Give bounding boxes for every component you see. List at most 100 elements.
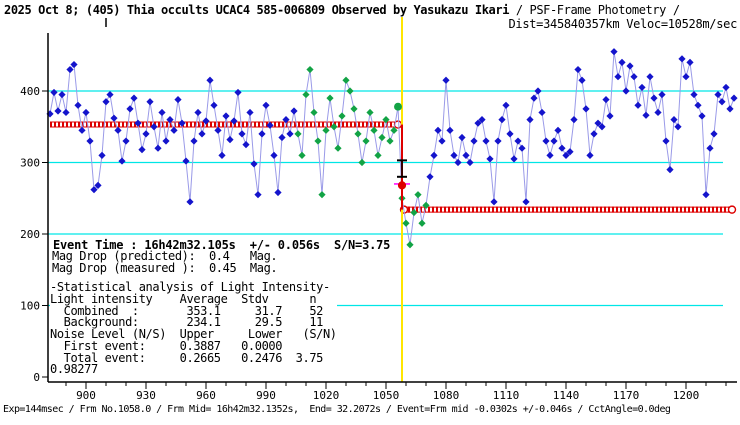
data-point [726,105,734,113]
x-tick-label: 1170 [613,389,640,402]
data-point [70,60,78,69]
data-point [526,116,534,124]
data-point [494,137,502,145]
x-tick-label: 1200 [673,389,700,402]
data-point [530,94,538,102]
data-point [678,55,686,63]
data-point [670,116,678,124]
data-point [654,108,662,117]
data-point [106,90,114,99]
data-point [454,158,462,167]
data-point-event [310,108,318,117]
y-tick-label: 0 [33,371,40,384]
data-point-event [358,158,366,167]
y-tick-label: 300 [20,157,40,170]
data-point [202,117,210,125]
data-point [702,191,710,199]
data-point [606,112,614,120]
data-point [562,151,570,159]
data-point-event [370,126,378,134]
data-point-event [302,90,310,99]
data-point [622,87,630,95]
data-point [98,151,106,159]
x-tick-label: 900 [76,389,96,402]
data-point [438,137,446,145]
data-point-event [354,130,362,138]
title-main: 2025 Oct 8; (405) Thia occults UCAC4 585… [4,3,510,17]
data-point [710,130,718,138]
data-point [238,130,246,138]
data-point [694,101,702,109]
statistical-analysis-table: -Statistical analysis of Light Intensity… [50,280,337,377]
data-point [546,151,554,159]
distance-velocity-readout: Dist=345840357km Veloc=10528m/sec [508,17,737,31]
data-point-event [362,137,370,145]
data-point [718,98,726,106]
data-point [682,73,690,81]
data-point-event [326,94,334,102]
data-point [154,144,162,152]
data-point [434,126,442,134]
data-point [578,76,586,84]
data-point [602,95,610,104]
data-point [86,137,94,145]
data-point [246,108,254,117]
data-point [94,181,102,189]
data-point-event [414,191,422,199]
data-point-event [314,137,322,145]
data-point [490,198,498,206]
y-tick-label: 100 [20,300,40,313]
data-point [182,157,190,165]
event-marker-circle [397,181,407,190]
data-point-event [342,76,350,84]
data-point [662,137,670,145]
data-point [510,155,518,163]
data-point [58,90,66,99]
data-point [266,121,274,129]
data-point [278,133,286,142]
data-point [158,108,166,117]
data-point [226,136,234,144]
data-point [102,98,110,106]
data-point [642,111,650,119]
data-point [66,65,74,74]
x-tick-label: 960 [196,389,216,402]
data-point [558,144,566,152]
data-point [482,137,490,145]
background-average-line-end-circle [727,205,737,214]
data-point [242,141,250,149]
data-point [722,83,730,92]
data-point [466,158,474,167]
x-tick-label: 990 [256,389,276,402]
data-point [638,83,646,92]
x-tick-label: 1080 [433,389,460,402]
data-point [646,73,654,81]
x-tick-label: 1020 [313,389,340,402]
data-point [666,166,674,174]
data-point [542,137,550,145]
data-point [210,101,218,109]
data-point [426,173,434,181]
data-point [162,137,170,145]
data-point [730,94,738,102]
data-point [674,123,682,131]
data-point-event [418,219,426,227]
data-point-event [338,112,346,120]
frame-info-statusline: Exp=144msec / Frm No.1058.0 / Frm Mid= 1… [3,404,671,415]
y-tick-label: 200 [20,228,40,241]
data-point [502,101,510,109]
data-point [614,73,622,81]
light-curve-polyline [49,51,735,245]
data-point [50,88,58,97]
event-time-readout: Event Time : 16h42m32.105s +/- 0.056s S/… [53,238,391,252]
data-point [522,198,530,206]
data-point [254,191,262,199]
data-point [506,130,514,138]
data-point [514,137,522,145]
last-combined-open-circle [394,102,402,111]
data-point [134,119,142,127]
data-point [610,48,618,56]
data-point-event [366,108,374,117]
data-point [230,117,238,125]
data-point-event [382,116,390,124]
